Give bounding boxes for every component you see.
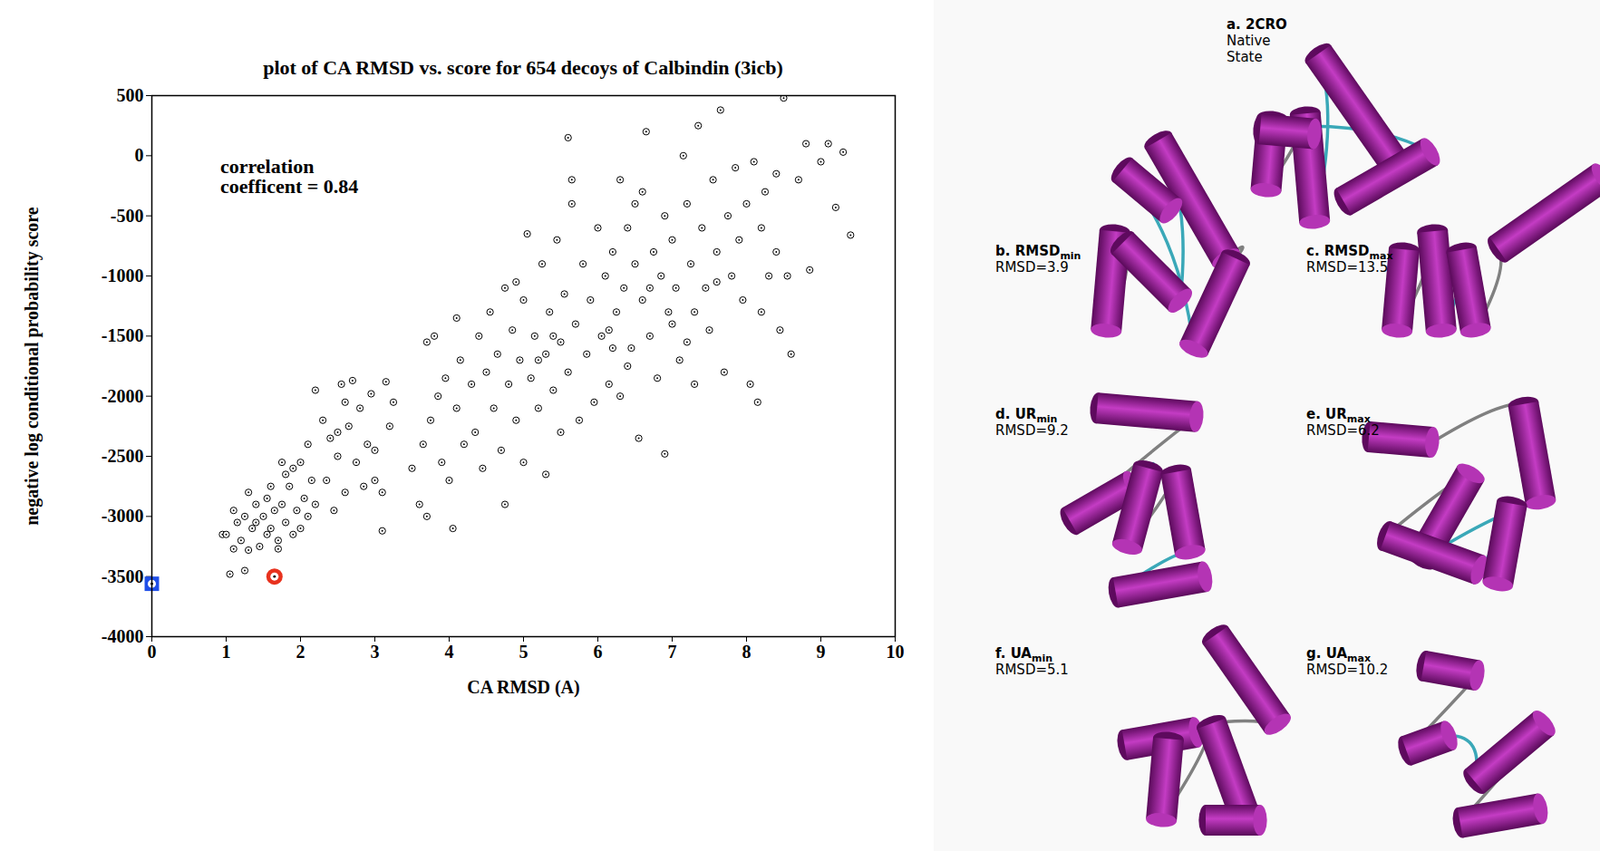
svg-text:RMSD=10.2: RMSD=10.2 xyxy=(1306,661,1388,679)
svg-text:RMSD=9.2: RMSD=9.2 xyxy=(995,422,1069,439)
svg-text:-3000: -3000 xyxy=(101,505,145,526)
svg-text:State: State xyxy=(1226,48,1263,66)
svg-text:a. 2CRO: a. 2CRO xyxy=(1226,16,1288,33)
svg-text:c. RMSDmax: c. RMSDmax xyxy=(1306,242,1393,262)
svg-text:9: 9 xyxy=(816,641,826,662)
svg-text:0: 0 xyxy=(147,641,157,662)
svg-text:2: 2 xyxy=(296,641,306,662)
svg-text:g. UAmax: g. UAmax xyxy=(1306,645,1371,665)
svg-text:correlationcoefficent = 0.84: correlationcoefficent = 0.84 xyxy=(220,155,359,198)
svg-text:d. URmin: d. URmin xyxy=(995,406,1058,426)
svg-text:RMSD=6.2: RMSD=6.2 xyxy=(1306,422,1380,439)
svg-text:-500: -500 xyxy=(110,205,145,226)
svg-text:negative log conditional proba: negative log conditional probability sco… xyxy=(21,206,43,526)
html-text:plot of CA RMSD vs. score for: plot of CA RMSD vs. score for 654 decoys… xyxy=(263,56,784,79)
svg-text:6: 6 xyxy=(593,641,603,662)
svg-text:0: 0 xyxy=(135,145,145,165)
svg-text:e. URmax: e. URmax xyxy=(1306,406,1371,426)
svg-text:1: 1 xyxy=(222,641,232,662)
svg-text:8: 8 xyxy=(742,641,752,662)
svg-text:10: 10 xyxy=(886,641,905,662)
svg-text:b. RMSDmin: b. RMSDmin xyxy=(995,242,1082,262)
svg-text:4: 4 xyxy=(445,641,455,662)
svg-text:RMSD=5.1: RMSD=5.1 xyxy=(995,661,1069,679)
svg-text:3: 3 xyxy=(370,641,380,662)
svg-text:7: 7 xyxy=(668,641,678,662)
svg-text:-4000: -4000 xyxy=(101,626,145,647)
svg-text:f. UAmin: f. UAmin xyxy=(995,645,1053,665)
svg-text:-2000: -2000 xyxy=(101,386,145,407)
svg-text:-1500: -1500 xyxy=(101,325,145,346)
svg-text:500: 500 xyxy=(116,85,145,106)
svg-text:-1000: -1000 xyxy=(101,265,145,286)
svg-text:CA RMSD (A): CA RMSD (A) xyxy=(466,677,580,699)
svg-text:Native: Native xyxy=(1226,32,1271,49)
svg-text:-3500: -3500 xyxy=(101,566,145,587)
svg-text:RMSD=3.9: RMSD=3.9 xyxy=(995,259,1069,276)
svg-text:RMSD=13.5: RMSD=13.5 xyxy=(1306,259,1388,276)
svg-text:-2500: -2500 xyxy=(101,446,145,466)
svg-text:5: 5 xyxy=(519,641,529,662)
